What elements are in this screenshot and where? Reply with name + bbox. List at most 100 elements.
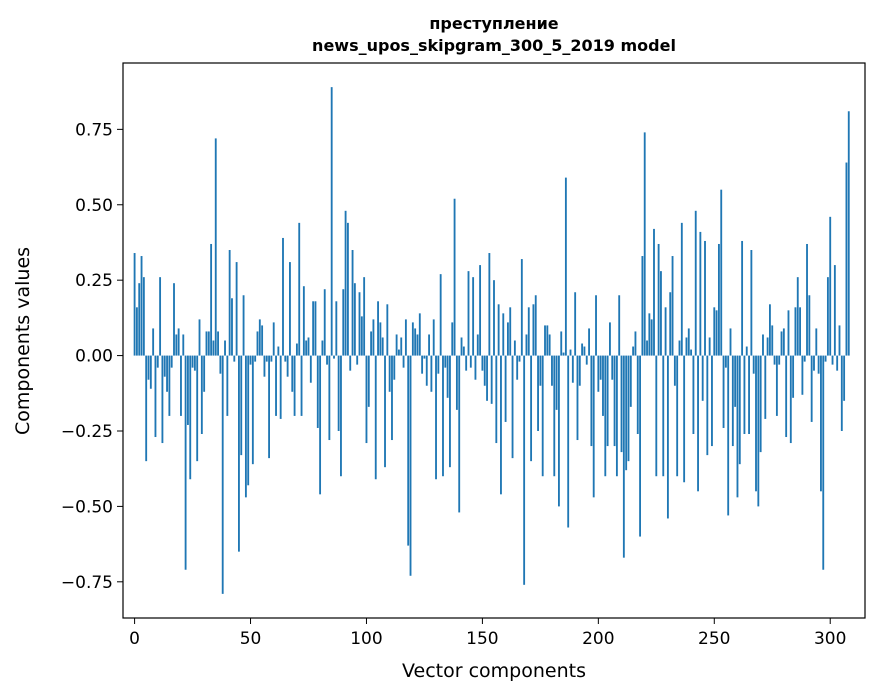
bar (279, 355, 282, 419)
bar (646, 340, 648, 356)
bar (666, 355, 669, 519)
bar (240, 355, 243, 456)
bar (467, 271, 470, 356)
bar (152, 328, 155, 356)
bar (182, 334, 185, 356)
bar (780, 331, 783, 356)
bar (193, 355, 196, 371)
bar (843, 355, 846, 401)
bar (643, 132, 646, 356)
bar (810, 355, 813, 422)
bar (516, 355, 519, 380)
bar (571, 355, 574, 383)
bar (486, 355, 488, 401)
bar (333, 355, 335, 359)
bar (706, 355, 709, 456)
bar (398, 349, 400, 356)
bar (314, 301, 317, 356)
bar (416, 334, 419, 356)
bar (175, 334, 178, 356)
bar (766, 337, 769, 356)
bar (680, 222, 683, 356)
bar (261, 325, 264, 356)
bar (307, 337, 310, 356)
bar (683, 355, 686, 483)
bar (224, 340, 226, 356)
bar (627, 355, 630, 462)
bar (149, 355, 152, 389)
bar (372, 319, 375, 356)
bar (203, 355, 206, 392)
bar (553, 355, 556, 477)
bar (650, 319, 653, 356)
bar (657, 243, 660, 356)
bar (717, 243, 720, 356)
bar (488, 253, 491, 356)
bar (270, 355, 273, 362)
bar (569, 349, 572, 356)
bar (210, 243, 213, 356)
bar (425, 355, 428, 386)
bar (159, 277, 162, 356)
bar (309, 355, 312, 383)
bar (731, 355, 734, 447)
bar (298, 222, 301, 356)
bar (729, 328, 732, 356)
bar (782, 328, 785, 356)
bar (544, 325, 546, 356)
bar (353, 283, 356, 356)
bar (326, 355, 328, 365)
bar (432, 319, 435, 356)
bar (268, 355, 270, 459)
bar (775, 355, 778, 416)
bar (541, 355, 544, 477)
bar (455, 355, 458, 410)
bar (757, 355, 760, 507)
bar (254, 355, 257, 362)
bar (632, 346, 635, 356)
bar (423, 355, 426, 359)
bar (247, 355, 250, 486)
bar (534, 295, 537, 356)
bar (340, 355, 342, 477)
bar (606, 355, 609, 447)
bar (588, 328, 590, 356)
bar (400, 337, 403, 356)
bar (671, 256, 674, 356)
y-tick-label: 0.75 (75, 120, 113, 140)
bar (803, 355, 806, 362)
bar (421, 355, 424, 374)
chart-title-line1: преступление (429, 14, 558, 33)
bar (198, 319, 201, 356)
bar (609, 322, 611, 356)
bar (379, 322, 382, 356)
bar (785, 355, 788, 438)
bar (265, 355, 268, 362)
bar (453, 198, 456, 356)
bar (625, 355, 628, 471)
bar (727, 355, 730, 516)
bar (142, 277, 145, 356)
bar (411, 322, 414, 356)
bar (778, 355, 781, 365)
bar (337, 355, 340, 431)
bar (597, 355, 600, 392)
bar (472, 277, 475, 356)
bar (138, 283, 141, 356)
x-tick-label: 0 (129, 629, 140, 649)
bar (360, 316, 363, 356)
bar (745, 346, 748, 356)
bar (752, 355, 755, 374)
bar (720, 189, 723, 356)
bar (590, 355, 593, 447)
bar (648, 313, 651, 356)
bar (564, 177, 567, 356)
bar (641, 256, 644, 356)
bar (592, 355, 595, 498)
bar (799, 307, 801, 356)
bar (180, 355, 182, 416)
bar (673, 355, 676, 386)
bar (576, 355, 579, 441)
bar (363, 277, 366, 356)
bar (458, 355, 461, 513)
